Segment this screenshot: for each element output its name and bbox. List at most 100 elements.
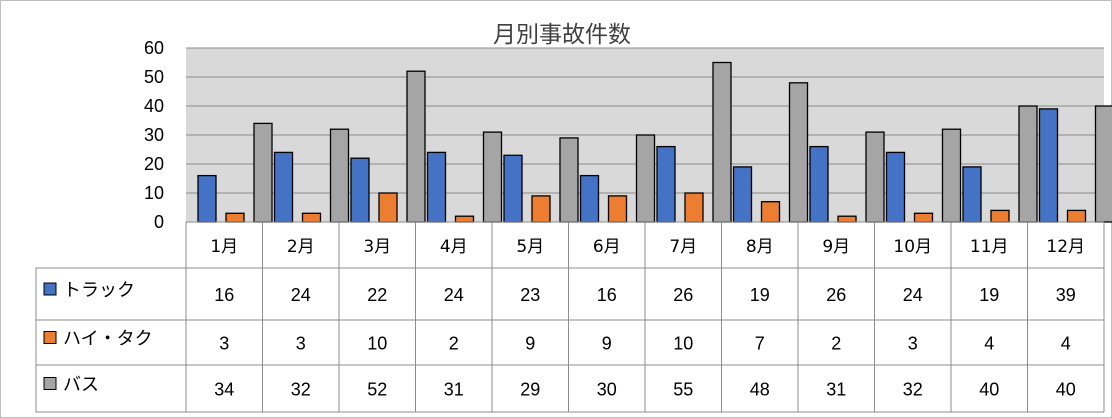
bar-バス-2月 [329, 128, 350, 223]
category-label: 11月 [970, 237, 1009, 257]
y-tick-label: 10 [144, 183, 164, 203]
bar-トラック-1月 [197, 174, 217, 223]
data-label: 16 [597, 285, 617, 305]
category-label: 2月 [287, 237, 315, 257]
data-label: 19 [979, 285, 999, 305]
bar-トラック-4月 [426, 151, 447, 223]
bar-ハイ・タク-6月 [607, 195, 628, 223]
y-tick-label: 50 [144, 67, 164, 87]
data-label: 29 [520, 380, 540, 400]
data-label: 4 [984, 334, 994, 354]
category-label: 3月 [363, 237, 391, 257]
y-tick-label: 30 [144, 125, 164, 145]
bar-バス-11月 [1018, 105, 1038, 223]
data-label: 26 [826, 285, 846, 305]
category-label: 1月 [210, 237, 238, 257]
data-label: 31 [826, 380, 846, 400]
bar-バス-6月 [635, 134, 656, 223]
bar-ハイ・タク-2月 [301, 212, 322, 223]
data-label: 55 [673, 380, 693, 400]
bar-トラック-3月 [350, 157, 370, 223]
data-label: 24 [291, 285, 311, 305]
data-label: 48 [750, 380, 770, 400]
bar-トラック-7月 [656, 145, 676, 223]
data-label: 4 [1061, 334, 1071, 354]
legend-key-ハイ・タク [43, 331, 57, 344]
bar-ハイ・タク-4月 [454, 215, 475, 223]
data-label: 40 [979, 380, 999, 400]
bar-トラック-10月 [885, 151, 906, 223]
y-tick-label: 60 [144, 38, 164, 58]
bar-ハイ・タク-9月 [837, 215, 857, 223]
data-label: 19 [750, 285, 770, 305]
data-label: 7 [755, 334, 765, 354]
chart-title: 月別事故件数 [493, 22, 631, 48]
bar-バス-3月 [406, 70, 426, 223]
legend-label: トラック [63, 280, 135, 301]
bar-ハイ・タク-12月 [1066, 209, 1087, 223]
category-label: 8月 [746, 237, 774, 257]
bar-バス-5月 [559, 137, 579, 223]
bar-バス-9月 [865, 131, 885, 223]
data-label: 31 [444, 380, 464, 400]
y-tick-label: 40 [144, 96, 164, 116]
bar-バス-7月 [712, 61, 732, 223]
bar-ハイ・タク-10月 [913, 212, 934, 223]
data-label: 52 [367, 380, 387, 400]
bar-ハイ・タク-3月 [378, 192, 398, 223]
plot-area: 0 10 20 30 40 50 60 [144, 38, 1112, 232]
legend-label: ハイ・タク [63, 329, 153, 350]
data-label: 3 [219, 334, 229, 354]
data-label: 3 [908, 334, 918, 354]
bar-トラック-8月 [732, 166, 753, 223]
category-label: 6月 [593, 237, 621, 257]
data-label: 26 [673, 285, 693, 305]
category-label: 5月 [516, 237, 544, 257]
data-label: 24 [903, 285, 923, 305]
y-tick-label: 20 [144, 154, 164, 174]
bar-バス-4月 [482, 131, 503, 223]
bar-トラック-6月 [579, 174, 600, 223]
data-label: 9 [602, 334, 612, 354]
data-label: 34 [214, 380, 234, 400]
legend-key-バス [43, 377, 57, 390]
bar-トラック-5月 [503, 154, 523, 223]
data-label: 3 [296, 334, 306, 354]
bar-バス-12月 [1094, 105, 1112, 223]
data-label: 9 [525, 334, 535, 354]
data-label: 2 [831, 334, 841, 354]
bar-ハイ・タク-11月 [990, 209, 1010, 223]
data-label: 39 [1056, 285, 1076, 305]
y-tick-label: 0 [154, 212, 164, 232]
data-label: 24 [444, 285, 464, 305]
data-label: 10 [367, 334, 387, 354]
data-label: 32 [903, 380, 923, 400]
data-label: 22 [367, 285, 387, 305]
data-label: 2 [449, 334, 459, 354]
category-label: 4月 [440, 237, 468, 257]
bar-トラック-9月 [809, 145, 829, 223]
bar-バス-1月 [253, 122, 273, 223]
bar-ハイ・タク-1月 [225, 212, 245, 223]
bar-バス-10月 [941, 128, 962, 223]
data-label: 23 [520, 285, 540, 305]
category-label: 9月 [822, 237, 850, 257]
category-label: 10月 [893, 237, 932, 257]
bar-トラック-2月 [273, 151, 294, 223]
category-label: 12月 [1046, 237, 1085, 257]
data-label: 10 [673, 334, 693, 354]
bar-トラック-12月 [1038, 108, 1059, 223]
data-label: 30 [597, 380, 617, 400]
data-label: 16 [214, 285, 234, 305]
bar-バス-8月 [788, 82, 809, 223]
legend-key-トラック [43, 282, 57, 296]
bar-トラック-11月 [962, 166, 982, 223]
bar-ハイ・タク-5月 [531, 195, 551, 223]
data-label: 40 [1056, 380, 1076, 400]
category-label: 7月 [669, 237, 697, 257]
bar-ハイ・タク-8月 [760, 201, 781, 223]
bar-ハイ・タク-7月 [684, 192, 704, 223]
